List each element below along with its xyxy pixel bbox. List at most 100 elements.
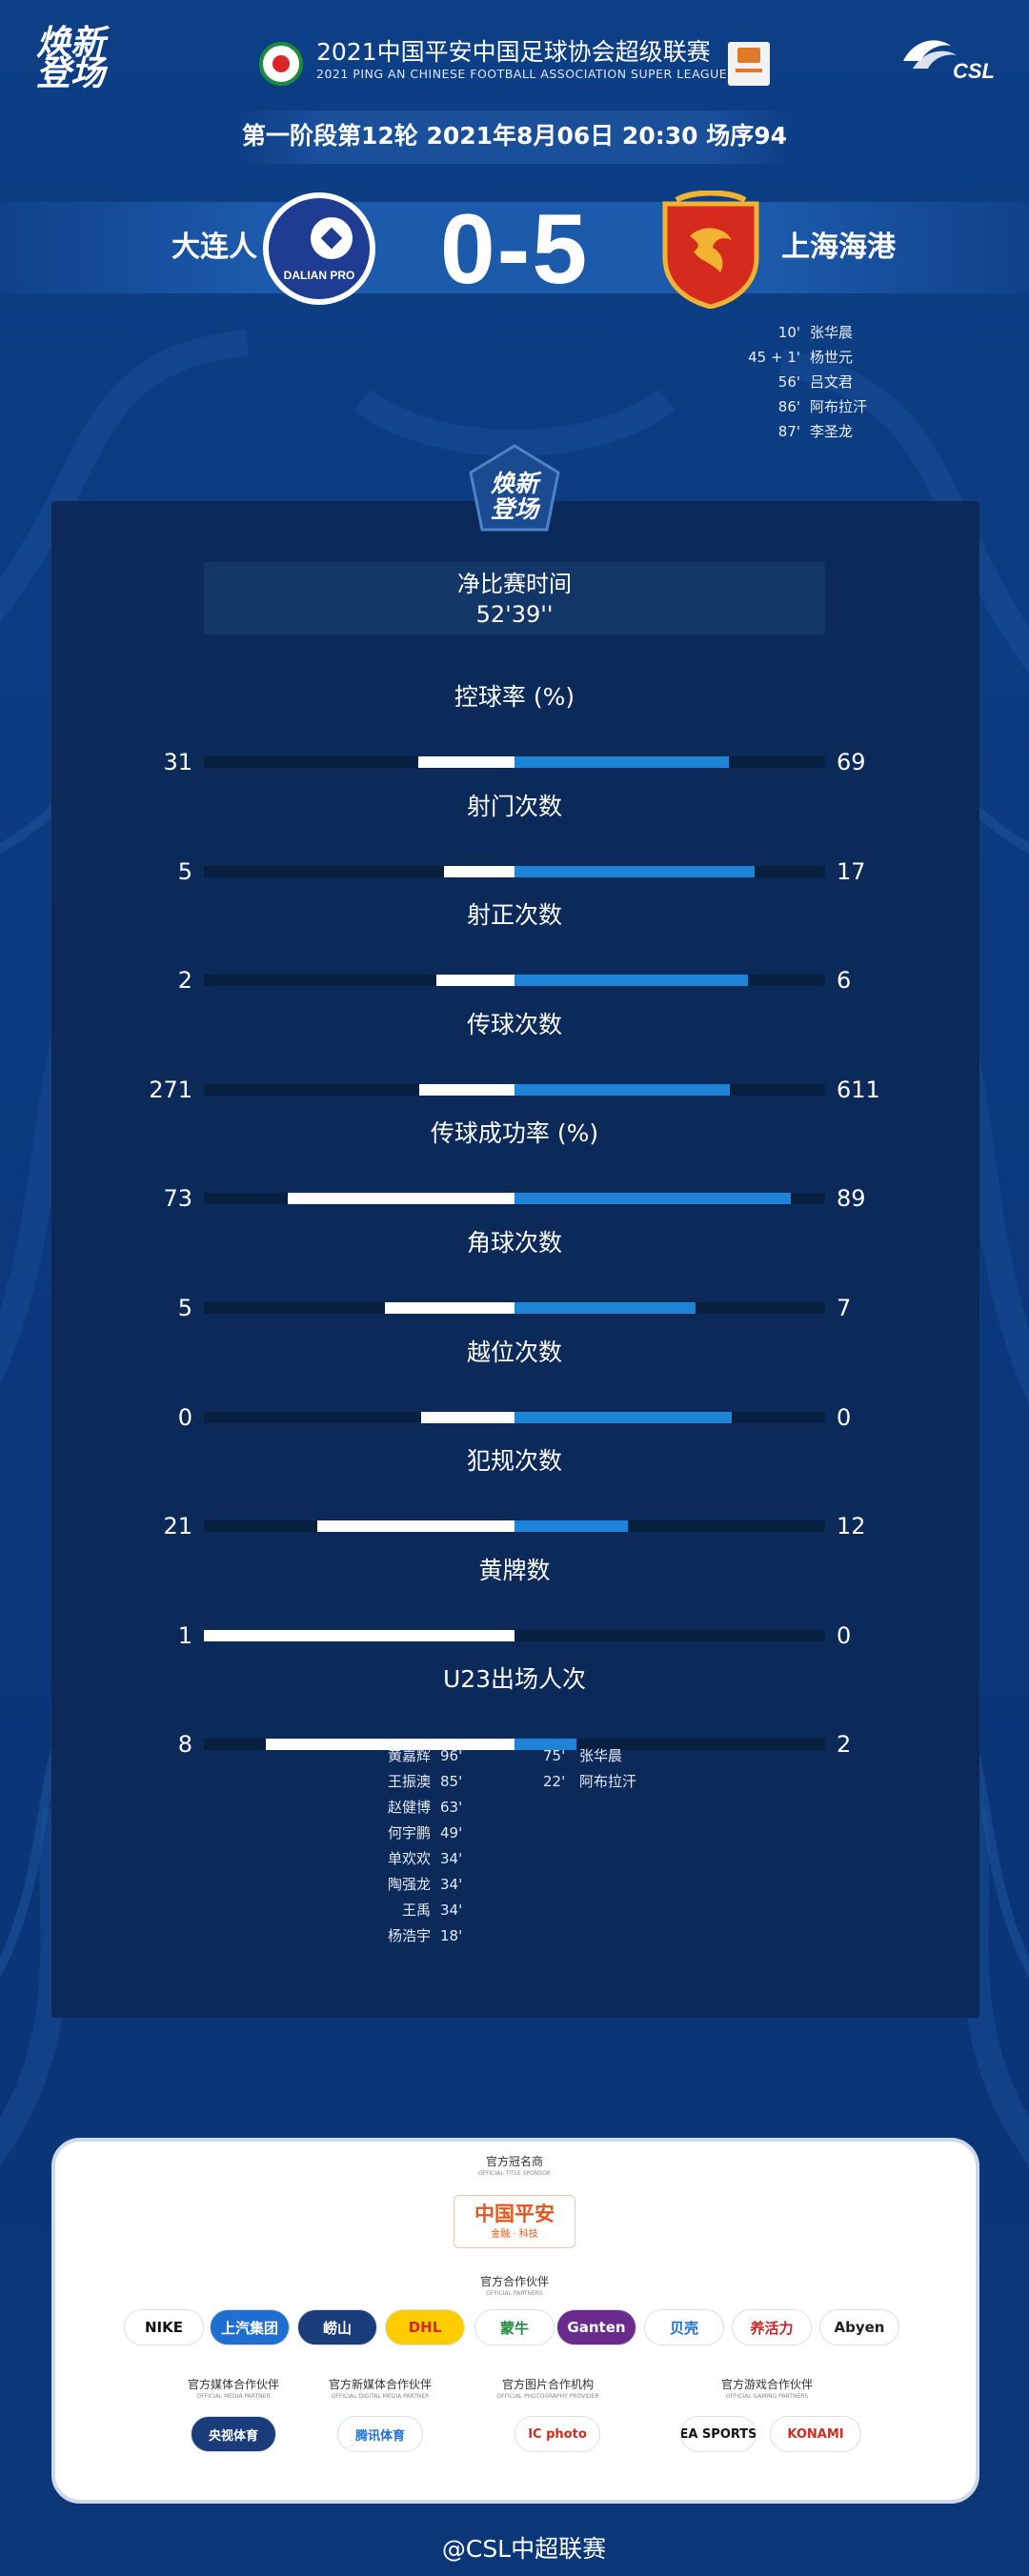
score-band xyxy=(0,202,1029,293)
home-crest-text: DALIAN PRO xyxy=(283,269,355,282)
stat-label: 控球率 (%) xyxy=(454,683,575,711)
stat-row: 黄牌数 1 0 xyxy=(133,1554,896,1659)
csl-swoosh-icon xyxy=(903,40,957,69)
stat-value-away: 611 xyxy=(837,1076,880,1103)
goal-row: 87' 李圣龙 xyxy=(734,419,924,444)
u23-player-minutes: 22' xyxy=(543,1773,566,1790)
u23-player-minutes: 34' xyxy=(440,1902,463,1919)
stat-value-home: 21 xyxy=(163,1513,192,1540)
stat-value-away: 69 xyxy=(837,749,866,775)
league-title-en: 2021 PING AN CHINESE FOOTBALL ASSOCIATIO… xyxy=(316,67,728,81)
u23-player-minutes: 85' xyxy=(440,1773,463,1790)
partner-logo: 崂山 xyxy=(297,2309,377,2345)
goal-minute: 86' xyxy=(777,398,800,415)
stat-value-away: 6 xyxy=(837,967,852,995)
stat-bar-home xyxy=(436,975,514,987)
u23-player-minutes: 75' xyxy=(543,1747,566,1764)
stat-bar-home xyxy=(421,1411,514,1423)
u23-player-name: 张华晨 xyxy=(579,1747,623,1764)
stat-row: 控球率 (%) 31 69 xyxy=(133,680,896,785)
pingan-tagline: 金融 · 科技 xyxy=(491,2229,538,2240)
ea-sports-logo: EA SPORTS xyxy=(680,2416,757,2452)
u23-player-name: 赵健博 xyxy=(387,1799,431,1816)
goal-minute: 87' xyxy=(777,423,800,440)
partner-logo: Ganten xyxy=(556,2309,636,2345)
stat-value-away: 89 xyxy=(837,1185,866,1213)
u23-player-minutes: 34' xyxy=(440,1876,463,1893)
u23-player-minutes: 34' xyxy=(440,1850,463,1867)
goal-minute: 10' xyxy=(777,324,800,341)
stat-row: U23出场人次 8 2 xyxy=(133,1662,896,1767)
league-title-cn: 2021中国平安中国足球协会超级联赛 xyxy=(316,38,711,66)
net-time-box xyxy=(204,562,825,634)
partner-logo: 蒙牛 xyxy=(474,2309,555,2345)
stat-row: 传球成功率 (%) 73 89 xyxy=(133,1117,896,1221)
u23-player-name: 王振澳 xyxy=(387,1773,431,1790)
stat-value-away: 0 xyxy=(837,1621,852,1649)
u23-away-row: 75' 张华晨 xyxy=(543,1743,694,1769)
net-time-label: 净比赛时间 xyxy=(457,571,572,597)
stat-bar-home xyxy=(266,1739,514,1751)
u23-home-row: 陶强龙 34' xyxy=(372,1872,474,1898)
u23-player-name: 何宇鹏 xyxy=(387,1824,431,1841)
stat-value-home: 73 xyxy=(163,1185,192,1213)
digital-sub: OFFICIAL DIGITAL MEDIA PARTNER xyxy=(331,2393,430,2400)
stat-label: 射门次数 xyxy=(466,792,562,820)
stat-bar-away xyxy=(514,865,755,877)
stat-bar-home xyxy=(204,1629,514,1641)
dalian-pro-crest-icon: DALIAN PRO xyxy=(263,192,375,305)
stat-bar-home xyxy=(419,1083,514,1096)
u23-player-name: 陶强龙 xyxy=(387,1876,431,1893)
stat-row: 传球次数 271 611 xyxy=(133,1008,896,1113)
csl-logo: CSL xyxy=(896,32,1000,86)
u23-player-name: 单欢欢 xyxy=(387,1850,431,1867)
pingan-logo: 中国平安 金融 · 科技 xyxy=(454,2195,575,2248)
final-score: 0-5 xyxy=(439,194,590,305)
stat-value-home: 5 xyxy=(177,1295,192,1321)
u23-away-row: 22' 阿布拉汗 xyxy=(543,1769,694,1795)
stat-label: 传球成功率 (%) xyxy=(430,1119,599,1148)
u23-player-name: 王禹 xyxy=(401,1902,431,1919)
stat-bar-away xyxy=(514,1083,730,1096)
u23-player-name: 黄嘉辉 xyxy=(387,1747,431,1764)
partner-logo: NIKE xyxy=(124,2309,204,2345)
stat-label: 射正次数 xyxy=(466,901,562,930)
stat-value-home: 271 xyxy=(149,1076,192,1103)
game-sub: OFFICIAL GAMING PARTNERS xyxy=(725,2393,809,2400)
partner-logo: 上汽集团 xyxy=(210,2309,290,2345)
partners-label: 官方合作伙伴 xyxy=(479,2275,549,2288)
home-team-name: 大连人 xyxy=(172,231,257,264)
u23-home-row: 王禹 34' xyxy=(372,1898,474,1923)
stat-bar-home xyxy=(418,756,514,768)
u23-player-name: 阿布拉汗 xyxy=(579,1773,637,1790)
round-info-bar xyxy=(238,111,791,164)
goal-scorer: 李圣龙 xyxy=(810,423,854,440)
title-sponsor-sub: OFFICIAL TITLE SPONSOR xyxy=(477,2170,552,2177)
stat-bar-home xyxy=(317,1520,514,1533)
badge-text: 焕新 登场 xyxy=(467,471,562,522)
u23-player-minutes: 18' xyxy=(440,1927,463,1944)
stat-label: U23出场人次 xyxy=(442,1665,587,1694)
u23-home-row: 单欢欢 34' xyxy=(372,1846,474,1872)
u23-home-row: 王振澳 85' xyxy=(372,1769,474,1795)
badge-line-2: 登场 xyxy=(490,495,538,523)
pingan-league-logo-icon xyxy=(728,42,770,86)
goal-minute: 45 + 1' xyxy=(748,349,800,366)
stat-row: 射正次数 2 6 xyxy=(133,898,896,1003)
goal-row: 86' 阿布拉汗 xyxy=(734,394,924,419)
goal-scorer: 杨世元 xyxy=(810,349,854,366)
league-title: 2021中国平安中国足球协会超级联赛 2021 PING AN CHINESE … xyxy=(316,38,728,82)
stats-panel xyxy=(51,501,979,2018)
stat-bar-away xyxy=(514,756,729,768)
stat-label: 角球次数 xyxy=(466,1229,562,1257)
digital-label: 官方新媒体合作伙伴 xyxy=(328,2378,432,2391)
csl-logo-text: CSL xyxy=(953,59,995,83)
konami-logo: KONAMI xyxy=(770,2416,861,2452)
u23-home-row: 杨浩宇 18' xyxy=(372,1923,474,1949)
stat-row: 角球次数 5 7 xyxy=(133,1226,896,1331)
partner-logo: DHL xyxy=(385,2309,465,2345)
cfa-emblem-icon xyxy=(259,42,303,86)
partner-logo: 贝壳 xyxy=(644,2309,724,2345)
stat-bar-away xyxy=(514,1411,732,1423)
stat-bar-home xyxy=(288,1193,514,1205)
